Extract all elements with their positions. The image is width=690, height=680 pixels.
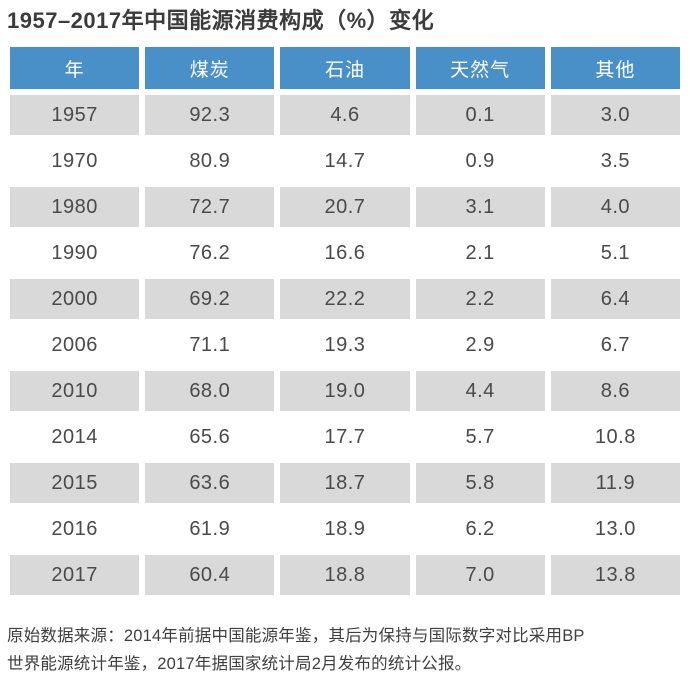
value-cell: 16.6 xyxy=(277,230,413,277)
table-row: 1970 80.9 14.7 0.9 3.5 xyxy=(7,138,683,185)
value-cell: 61.9 xyxy=(142,506,278,553)
value-cell: 18.7 xyxy=(277,460,413,507)
source-note-line2: 世界能源统计年鉴，2017年据国家统计局2月发布的统计公报。 xyxy=(7,655,472,674)
year-cell: 1980 xyxy=(7,184,143,231)
value-cell: 71.1 xyxy=(142,322,278,369)
table-row: 2016 61.9 18.9 6.2 13.0 xyxy=(7,506,683,553)
value-cell: 4.6 xyxy=(277,92,413,139)
value-cell: 2.9 xyxy=(412,322,548,369)
year-cell: 1990 xyxy=(7,230,143,277)
table-row: 2000 69.2 22.2 2.2 6.4 xyxy=(7,276,683,323)
year-cell: 2014 xyxy=(7,414,143,461)
year-cell: 2016 xyxy=(7,506,143,553)
table-header-row: 年 煤炭 石油 天然气 其他 xyxy=(7,44,683,93)
year-cell: 1970 xyxy=(7,138,143,185)
value-cell: 20.7 xyxy=(277,184,413,231)
value-cell: 68.0 xyxy=(142,368,278,415)
table-row: 2015 63.6 18.7 5.8 11.9 xyxy=(7,460,683,507)
value-cell: 5.7 xyxy=(412,414,548,461)
value-cell: 2.1 xyxy=(412,230,548,277)
table-row: 1957 92.3 4.6 0.1 3.0 xyxy=(7,92,683,139)
value-cell: 5.1 xyxy=(547,230,683,277)
value-cell: 7.0 xyxy=(412,552,548,599)
source-note-line1: 原始数据来源：2014年前据中国能源年鉴，其后为保持与国际数字对比采用BP xyxy=(7,627,585,646)
page-title: 1957–2017年中国能源消费构成（%）变化 xyxy=(7,8,435,33)
value-cell: 3.1 xyxy=(412,184,548,231)
value-cell: 4.4 xyxy=(412,368,548,415)
value-cell: 3.0 xyxy=(547,92,683,139)
year-cell: 2000 xyxy=(7,276,143,323)
value-cell: 6.7 xyxy=(547,322,683,369)
value-cell: 6.2 xyxy=(412,506,548,553)
value-cell: 80.9 xyxy=(142,138,278,185)
value-cell: 11.9 xyxy=(547,460,683,507)
value-cell: 63.6 xyxy=(142,460,278,507)
value-cell: 13.0 xyxy=(547,506,683,553)
value-cell: 5.8 xyxy=(412,460,548,507)
value-cell: 69.2 xyxy=(142,276,278,323)
year-cell: 2006 xyxy=(7,322,143,369)
value-cell: 10.8 xyxy=(547,414,683,461)
value-cell: 6.4 xyxy=(547,276,683,323)
table-row: 1980 72.7 20.7 3.1 4.0 xyxy=(7,184,683,231)
table-row: 2006 71.1 19.3 2.9 6.7 xyxy=(7,322,683,369)
value-cell: 18.9 xyxy=(277,506,413,553)
value-cell: 4.0 xyxy=(547,184,683,231)
value-cell: 3.5 xyxy=(547,138,683,185)
table-row: 2010 68.0 19.0 4.4 8.6 xyxy=(7,368,683,415)
year-cell: 2015 xyxy=(7,460,143,507)
year-cell: 1957 xyxy=(7,92,143,139)
year-cell: 2010 xyxy=(7,368,143,415)
value-cell: 19.0 xyxy=(277,368,413,415)
value-cell: 18.8 xyxy=(277,552,413,599)
energy-consumption-table: 年 煤炭 石油 天然气 其他 1957 92.3 4.6 0.1 3.0 1970 80.9… xyxy=(7,44,683,599)
table-header: 年 煤炭 石油 天然气 其他 xyxy=(7,44,683,93)
value-cell: 65.6 xyxy=(142,414,278,461)
table-row: 1990 76.2 16.6 2.1 5.1 xyxy=(7,230,683,277)
value-cell: 0.9 xyxy=(412,138,548,185)
value-cell: 72.7 xyxy=(142,184,278,231)
source-note: 原始数据来源：2014年前据中国能源年鉴，其后为保持与国际数字对比采用BP 世界… xyxy=(7,622,683,678)
value-cell: 19.3 xyxy=(277,322,413,369)
value-cell: 22.2 xyxy=(277,276,413,323)
table-body: 1957 92.3 4.6 0.1 3.0 1970 80.9 14.7 0.9 3.5 1980 7… xyxy=(7,92,683,599)
column-header-oil: 石油 xyxy=(277,44,413,93)
year-cell: 2017 xyxy=(7,552,143,599)
column-header-other: 其他 xyxy=(547,44,683,93)
value-cell: 8.6 xyxy=(547,368,683,415)
column-header-coal: 煤炭 xyxy=(142,44,278,93)
value-cell: 17.7 xyxy=(277,414,413,461)
value-cell: 76.2 xyxy=(142,230,278,277)
table-row: 2014 65.6 17.7 5.7 10.8 xyxy=(7,414,683,461)
value-cell: 13.8 xyxy=(547,552,683,599)
value-cell: 14.7 xyxy=(277,138,413,185)
column-header-natural-gas: 天然气 xyxy=(412,44,548,93)
table-row: 2017 60.4 18.8 7.0 13.8 xyxy=(7,552,683,599)
value-cell: 92.3 xyxy=(142,92,278,139)
column-header-year: 年 xyxy=(7,44,143,93)
value-cell: 2.2 xyxy=(412,276,548,323)
value-cell: 60.4 xyxy=(142,552,278,599)
value-cell: 0.1 xyxy=(412,92,548,139)
